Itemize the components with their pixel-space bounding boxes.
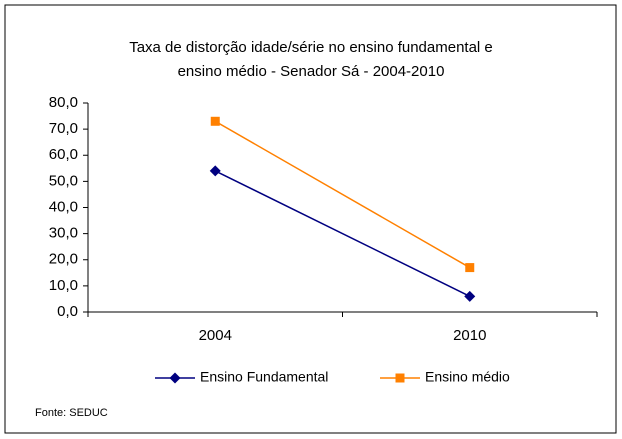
series-line bbox=[214, 170, 471, 297]
legend-label: Ensino médio bbox=[425, 369, 510, 385]
series-line bbox=[214, 120, 471, 269]
x-tick-label: 2004 bbox=[199, 327, 232, 344]
y-tick-label: 30,0 bbox=[49, 225, 78, 242]
x-tick-label: 2010 bbox=[453, 327, 486, 344]
marker bbox=[395, 373, 405, 383]
y-tick-label: 80,0 bbox=[49, 94, 78, 111]
y-tick-label: 60,0 bbox=[49, 146, 78, 163]
y-tick-label: 20,0 bbox=[49, 251, 78, 268]
marker bbox=[464, 290, 476, 302]
marker bbox=[465, 263, 475, 273]
chart-title: Taxa de distorção idade/série no ensino … bbox=[129, 39, 493, 56]
chart-border bbox=[4, 4, 617, 434]
y-tick-label: 40,0 bbox=[49, 198, 78, 215]
marker bbox=[209, 165, 221, 177]
chart-title: ensino médio - Senador Sá - 2004-2010 bbox=[178, 63, 445, 80]
y-tick-label: 50,0 bbox=[49, 172, 78, 189]
y-tick-label: 70,0 bbox=[49, 120, 78, 137]
marker bbox=[169, 372, 181, 384]
marker bbox=[210, 116, 220, 126]
y-tick-label: 10,0 bbox=[49, 277, 78, 294]
y-tick-label: 0,0 bbox=[57, 303, 78, 320]
source-note: Fonte: SEDUC bbox=[35, 407, 108, 419]
legend-label: Ensino Fundamental bbox=[200, 369, 328, 385]
